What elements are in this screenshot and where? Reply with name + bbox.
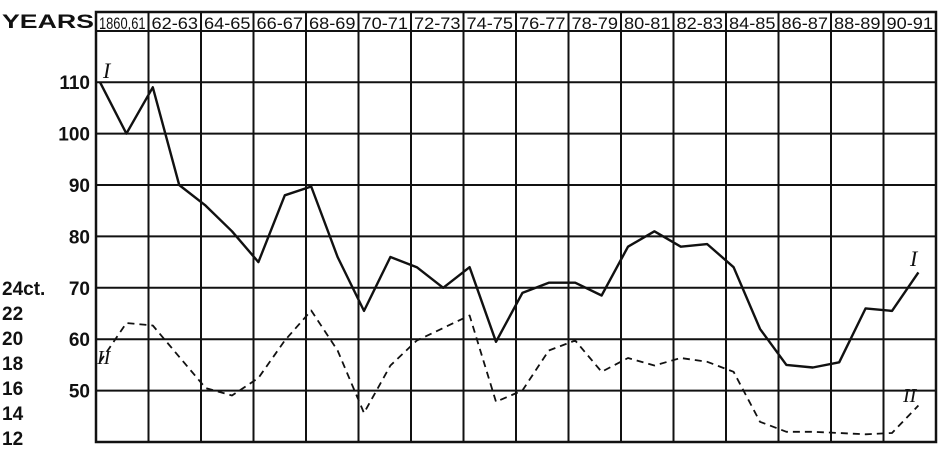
series-line-II: [99, 309, 920, 436]
cents-tick-label: 22: [2, 304, 23, 325]
series-line-I: [98, 81, 920, 369]
year-label: 84-85: [729, 14, 776, 33]
year-label: 62-63: [152, 14, 199, 33]
y-tick-label: 110: [59, 73, 90, 94]
year-label: 88-89: [834, 14, 881, 33]
year-label: 74-75: [467, 14, 514, 33]
year-label: 66-67: [257, 14, 304, 33]
y-tick-label: 60: [69, 330, 90, 351]
y-tick-label: 70: [69, 279, 90, 300]
series-label-I-right: I: [909, 246, 919, 271]
year-label: 80-81: [624, 14, 671, 33]
cents-tick-label: 18: [2, 354, 23, 375]
year-label: 1860,61: [99, 14, 146, 33]
y-tick-label: 100: [58, 125, 90, 146]
years-header: YEARS 1860,61 62-63 64-65 66-67 68-69 70-71 72…: [2, 12, 933, 33]
y-tick-label: 80: [69, 227, 90, 248]
cents-tick-label: 12: [2, 429, 23, 450]
series-label-II-left: II: [96, 347, 112, 369]
cents-tick-label: 14: [2, 404, 24, 425]
year-label: 86-87: [782, 14, 829, 33]
cents-tick-label: 20: [2, 329, 23, 350]
grid: [94, 10, 938, 444]
year-label: 64-65: [204, 14, 251, 33]
y-tick-label: 90: [69, 176, 90, 197]
series-lines: [98, 81, 920, 436]
year-label: 68-69: [309, 14, 356, 33]
year-label: 72-73: [414, 14, 461, 33]
y-tick-label: 50: [69, 382, 90, 403]
year-label: 78-79: [572, 14, 619, 33]
y-axes: 110 100 90 80 70 60 50 24ct. 22 20 18 16 14 12: [2, 73, 90, 450]
year-label: 90-91: [887, 14, 934, 33]
cents-tick-label: 16: [2, 379, 23, 400]
cents-tick-label: 24ct.: [2, 279, 45, 300]
years-label: YEARS: [2, 12, 94, 33]
year-label: 82-83: [677, 14, 724, 33]
series-label-I-left: I: [102, 58, 112, 83]
series-label-II-right: II: [902, 385, 918, 407]
year-label: 76-77: [519, 14, 566, 33]
year-label: 70-71: [362, 14, 409, 33]
